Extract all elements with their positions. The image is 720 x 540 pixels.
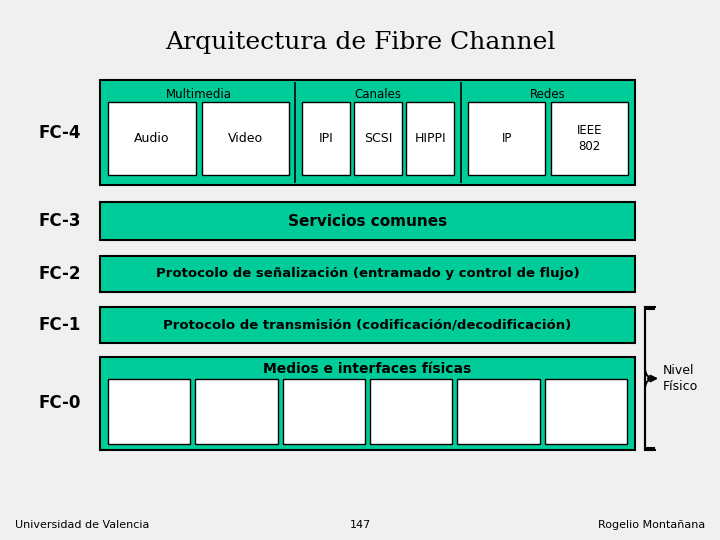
Text: Multimedia: Multimedia — [166, 87, 232, 100]
Text: 100
Mb/s: 100 Mb/s — [132, 397, 166, 426]
Text: Universidad de Valencia: Universidad de Valencia — [15, 520, 149, 530]
Bar — [100, 307, 635, 343]
Bar — [457, 379, 540, 444]
Text: Arquitectura de Fibre Channel: Arquitectura de Fibre Channel — [165, 30, 555, 53]
Bar — [108, 102, 196, 175]
Bar — [100, 256, 635, 292]
Text: Nivel
Físico: Nivel Físico — [663, 364, 698, 393]
Text: FC-3: FC-3 — [39, 212, 81, 230]
Bar — [100, 357, 635, 450]
Text: 147: 147 — [349, 520, 371, 530]
Text: Rogelio Montañana: Rogelio Montañana — [598, 520, 705, 530]
Text: Protocolo de transmisión (codificación/decodificación): Protocolo de transmisión (codificación/d… — [163, 319, 572, 332]
Bar — [354, 102, 402, 175]
Bar — [283, 379, 365, 444]
Bar — [468, 102, 545, 175]
Text: IP: IP — [501, 132, 512, 145]
Bar — [100, 202, 635, 240]
Text: FC-1: FC-1 — [39, 316, 81, 334]
Text: 800
Mb/s: 800 Mb/s — [395, 397, 428, 426]
Text: Servicios comunes: Servicios comunes — [288, 213, 447, 228]
Text: IPI: IPI — [319, 132, 333, 145]
Text: 400
Mb/s: 400 Mb/s — [307, 397, 341, 426]
Text: 1,6
Gb/s: 1,6 Gb/s — [483, 397, 514, 426]
Bar — [100, 80, 635, 185]
Text: Audio: Audio — [134, 132, 170, 145]
Text: Medios e interfaces físicas: Medios e interfaces físicas — [264, 362, 472, 376]
Text: 3,2
Gb/s: 3,2 Gb/s — [570, 397, 601, 426]
Bar — [202, 102, 289, 175]
Text: FC-0: FC-0 — [39, 395, 81, 413]
Text: IEEE
802: IEEE 802 — [577, 125, 603, 152]
Text: SCSI: SCSI — [364, 132, 392, 145]
Bar — [302, 102, 350, 175]
Text: Protocolo de señalización (entramado y control de flujo): Protocolo de señalización (entramado y c… — [156, 267, 580, 280]
Bar — [370, 379, 452, 444]
Text: Canales: Canales — [355, 87, 402, 100]
Bar — [544, 379, 627, 444]
Bar — [551, 102, 628, 175]
Bar — [406, 102, 454, 175]
Bar — [195, 379, 278, 444]
Text: FC-2: FC-2 — [39, 265, 81, 283]
Text: Video: Video — [228, 132, 263, 145]
Text: HIPPI: HIPPI — [414, 132, 446, 145]
Text: Redes: Redes — [530, 87, 566, 100]
Text: 200
Mb/s: 200 Mb/s — [220, 397, 253, 426]
Text: FC-4: FC-4 — [39, 124, 81, 141]
Bar — [108, 379, 190, 444]
